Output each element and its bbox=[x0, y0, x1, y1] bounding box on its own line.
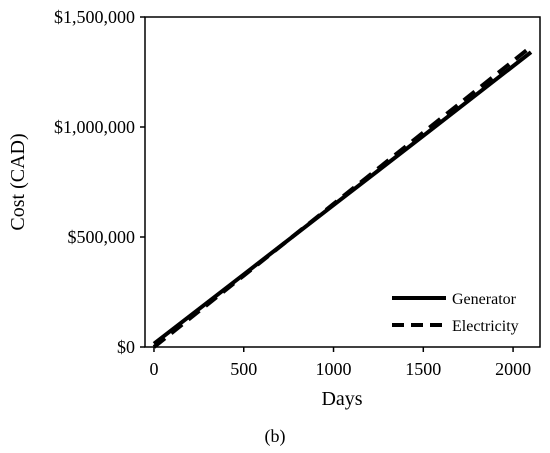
y-tick-label: $1,500,000 bbox=[54, 7, 135, 27]
y-tick-label: $1,000,000 bbox=[54, 117, 135, 137]
legend-label-generator: Generator bbox=[452, 291, 517, 308]
plot-frame bbox=[144, 16, 541, 348]
figure-caption: (b) bbox=[264, 426, 286, 446]
series-line-generator bbox=[152, 50, 533, 346]
legend: Generator Electricity bbox=[392, 291, 519, 335]
series-lines bbox=[152, 48, 533, 349]
x-tick-label: 1000 bbox=[316, 359, 352, 379]
x-tick-label: 1500 bbox=[405, 359, 441, 379]
y-tick-label: $0 bbox=[117, 337, 135, 357]
legend-label-electricity: Electricity bbox=[452, 318, 519, 335]
x-tick-label: 500 bbox=[230, 359, 257, 379]
y-tick-label: $500,000 bbox=[68, 227, 136, 247]
y-axis-ticks: $0 $500,000 $1,000,000 $1,500,000 bbox=[54, 7, 145, 357]
x-tick-label: 2000 bbox=[495, 359, 531, 379]
x-axis-label: Days bbox=[321, 388, 362, 410]
y-axis-label: Cost (CAD) bbox=[7, 133, 29, 230]
x-axis-ticks: 0 500 1000 1500 2000 bbox=[149, 347, 531, 379]
x-tick-label: 0 bbox=[149, 359, 158, 379]
